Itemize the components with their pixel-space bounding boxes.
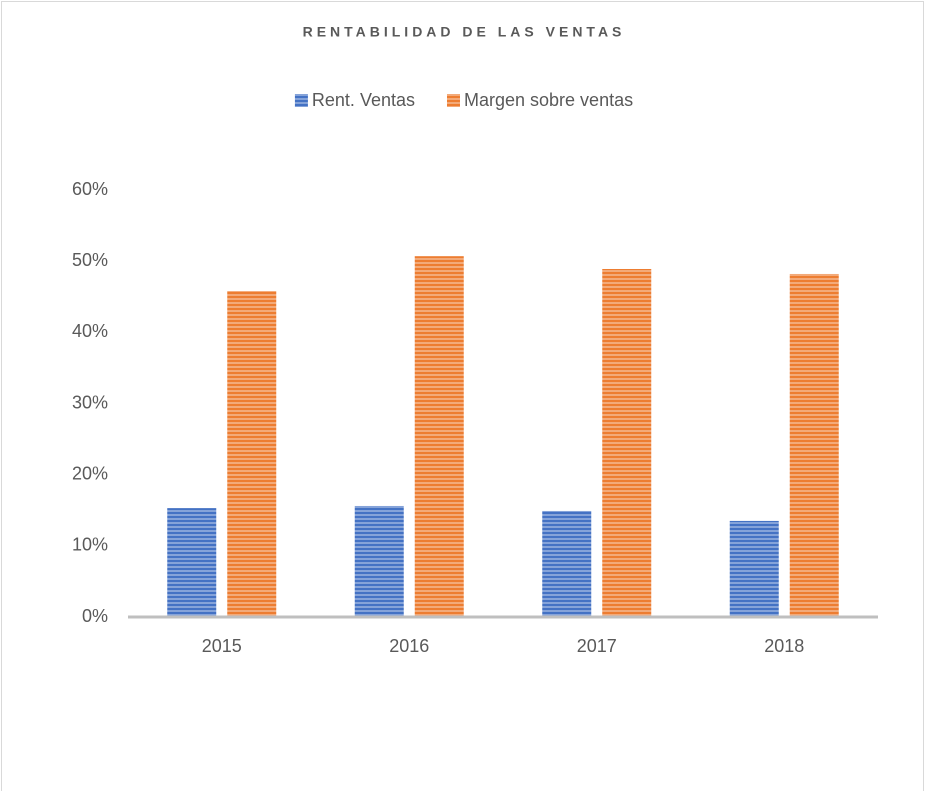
bar [354,505,404,617]
y-tick-label: 20% [72,463,108,483]
x-tick-label: 2018 [764,636,804,656]
bar [227,291,277,617]
bar [789,273,839,617]
bar [167,508,217,617]
x-tick-label: 2016 [389,636,429,656]
y-tick-label: 30% [72,392,108,412]
bar [602,268,652,617]
legend-swatch [294,94,308,107]
y-tick-label: 10% [72,535,108,555]
x-tick-label: 2015 [202,636,242,656]
bar [414,256,464,617]
legend-label: Margen sobre ventas [464,90,633,110]
legend-label: Rent. Ventas [312,90,415,110]
chart-title: RENTABILIDAD DE LAS VENTAS [303,24,626,40]
y-tick-label: 50% [72,250,108,270]
bar [729,520,779,617]
legend-swatch [446,94,460,107]
bar [542,510,592,617]
y-tick-label: 0% [82,606,108,626]
y-tick-label: 60% [72,179,108,199]
legend: Rent. Ventas Margen sobre ventas [294,90,633,110]
x-tick-label: 2017 [577,636,617,656]
y-tick-label: 40% [72,321,108,341]
